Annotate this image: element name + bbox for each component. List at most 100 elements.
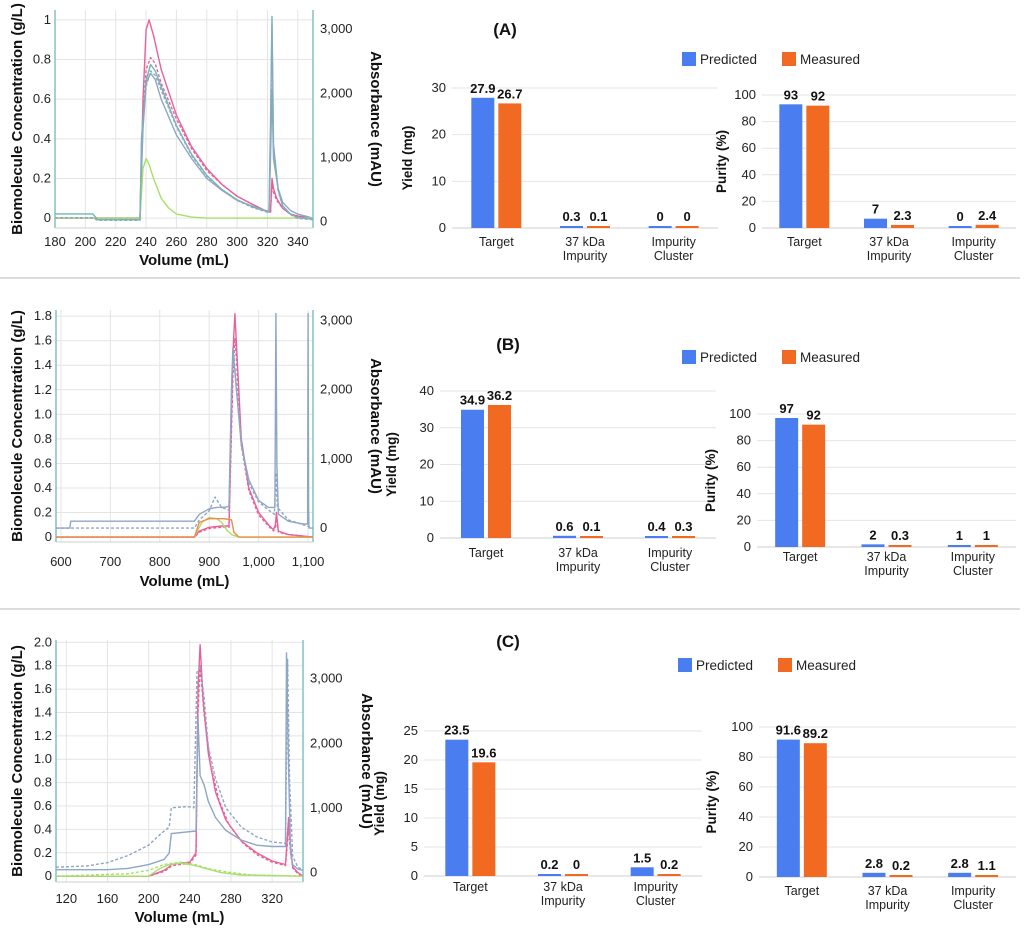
category-label: Target	[479, 235, 514, 249]
data-label: 0.2	[892, 858, 910, 873]
y-tick-label: 0	[411, 868, 418, 883]
y2-tick-label: 2,000	[310, 735, 343, 750]
bar-measured-0	[803, 743, 827, 877]
bar-predicted-1	[861, 544, 885, 547]
x-axis-title: Volume (mL)	[139, 252, 229, 269]
series-line-absorbance	[56, 652, 304, 872]
x-tick-label: 180	[44, 234, 66, 249]
y-tick-label: 1.4	[34, 357, 52, 372]
y-tick-label: 2.0	[34, 634, 52, 649]
y-tick-label: 80	[739, 749, 753, 764]
y-tick-label: 40	[739, 809, 753, 824]
bar-predicted-0	[776, 739, 800, 877]
category-label: Cluster	[654, 249, 694, 263]
y-tick-label: 5	[411, 839, 418, 854]
y2-tick-label: 0	[320, 520, 327, 535]
category-label: 37 kDa	[868, 884, 908, 898]
category-label: Impurity	[563, 249, 608, 263]
y-tick-label: 20	[742, 193, 756, 208]
x-tick-label: 240	[179, 891, 201, 906]
data-label: 93	[784, 87, 798, 102]
y2-tick-label: 2,000	[320, 382, 353, 397]
category-label: 37 kDa	[565, 235, 605, 249]
legend-swatch-predicted	[678, 658, 692, 672]
x-tick-label: 320	[257, 234, 279, 249]
bar-measured-2	[975, 875, 999, 877]
category-label: Target	[469, 546, 504, 560]
x-tick-label: 900	[198, 554, 220, 569]
panel-title: (B)	[496, 335, 520, 354]
bar-measured-0	[488, 404, 511, 538]
legend: Predicted Measured	[682, 52, 860, 67]
y2-tick-label: 0	[310, 864, 317, 879]
bar-predicted-0	[461, 409, 484, 538]
category-label: Cluster	[636, 894, 676, 908]
data-label: 7	[872, 202, 879, 217]
legend-label-measured: Measured	[800, 350, 860, 365]
category-label: Target	[784, 884, 819, 898]
series-line-pink	[55, 19, 314, 219]
y-tick-label: 1.8	[34, 658, 52, 673]
x-tick-label: 1,000	[242, 554, 275, 569]
y-tick-label: 30	[432, 80, 446, 95]
y-axis-title: Biomolecule Concentration (g/L)	[9, 645, 26, 877]
y-tick-label: 0	[744, 539, 751, 554]
y-tick-label: 0	[746, 869, 753, 884]
category-label: Impurity	[651, 235, 696, 249]
data-label: 34.9	[460, 393, 485, 408]
y-tick-label: 1.2	[34, 382, 52, 397]
y-axis-title: Purity (%)	[704, 770, 719, 833]
series-line-absorbance-dash	[55, 22, 314, 222]
y-tick-label: 20	[739, 839, 753, 854]
category-label: Impurity	[864, 564, 909, 578]
bar-predicted-2	[645, 536, 668, 538]
data-label: 0.6	[555, 519, 573, 534]
bar-predicted-0	[445, 739, 469, 876]
y-tick-label: 0.8	[34, 431, 52, 446]
y-tick-label: 60	[739, 779, 753, 794]
x-tick-label: 200	[138, 891, 160, 906]
legend-label-predicted: Predicted	[700, 52, 757, 67]
chromatogram-B: 0 0.2 0.4 0.6 0.8 1.0 1.2 1.4 1.6 1.8 0 1,000 2,000 3…	[9, 308, 384, 590]
y-tick-label: 60	[737, 459, 751, 474]
y-tick-label: 0.6	[33, 91, 51, 106]
y-tick-label: 1.0	[34, 751, 52, 766]
category-label: Cluster	[953, 564, 993, 578]
y-tick-label: 1.8	[34, 308, 52, 323]
x-tick-label: 1,100	[292, 554, 325, 569]
legend-swatch-measured	[782, 350, 796, 364]
category-label: Cluster	[953, 898, 993, 912]
data-label: 23.5	[444, 723, 469, 738]
data-label: 0.3	[674, 519, 692, 534]
y2-axis-title: Absorbance (mAU)	[367, 51, 384, 187]
data-label: 97	[779, 401, 793, 416]
y-tick-label: 1.6	[34, 681, 52, 696]
y-tick-label: 15	[404, 781, 418, 796]
y2-tick-label: 3,000	[310, 671, 343, 686]
data-label: 92	[806, 408, 820, 423]
bar-measured-1	[565, 874, 588, 876]
y-tick-label: 0.2	[34, 845, 52, 860]
y2-tick-label: 0	[320, 214, 327, 229]
data-label: 19.6	[471, 745, 496, 760]
x-tick-label: 260	[166, 234, 188, 249]
y-axis-title: Biomolecule Concentration (g/L)	[9, 310, 26, 542]
data-label: 92	[811, 89, 825, 104]
y2-tick-label: 3,000	[320, 312, 353, 327]
y-tick-label: 0	[439, 220, 446, 235]
y-tick-label: 100	[734, 87, 756, 102]
legend: Predicted Measured	[682, 350, 860, 365]
bar-measured-2	[675, 226, 699, 228]
category-label: Target	[787, 235, 822, 249]
legend-swatch-predicted	[682, 52, 696, 66]
y-tick-label: 100	[731, 719, 753, 734]
legend-label-predicted: Predicted	[700, 350, 757, 365]
data-label: 0	[957, 209, 964, 224]
bar-measured-0	[498, 103, 522, 228]
y-tick-label: 100	[729, 406, 751, 421]
category-label: Impurity	[541, 894, 586, 908]
